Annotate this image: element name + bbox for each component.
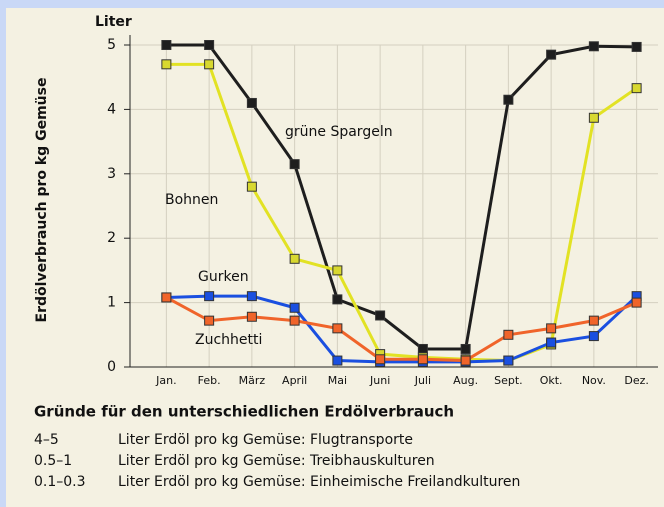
point: [375, 354, 386, 365]
point: [161, 292, 172, 303]
point: [332, 323, 343, 334]
point: [460, 343, 471, 354]
panel: [6, 8, 664, 507]
series-label: grüne Spargeln: [285, 124, 393, 140]
x-tick-label: Jan.: [155, 374, 176, 387]
x-tick-label: Juli: [414, 374, 431, 387]
x-tick-label: Aug.: [453, 374, 478, 387]
x-tick-label: Nov.: [582, 374, 606, 387]
point: [631, 297, 642, 308]
point: [289, 302, 300, 313]
point: [546, 323, 557, 334]
point: [289, 315, 300, 326]
point: [246, 97, 257, 108]
point: [289, 159, 300, 170]
y-tick-label: 3: [107, 166, 116, 182]
x-tick-label: Juni: [369, 374, 390, 387]
point: [631, 83, 642, 94]
note-text: Liter Erdöl pro kg Gemüse: Treibhauskult…: [118, 453, 435, 469]
point: [246, 291, 257, 302]
point: [631, 41, 642, 52]
series-line: [166, 43, 637, 351]
point: [588, 315, 599, 326]
x-tick-label: Feb.: [198, 374, 221, 387]
point: [417, 354, 428, 365]
series-line: [166, 62, 638, 363]
series-line: [166, 294, 638, 364]
point: [246, 311, 257, 322]
point: [375, 310, 386, 321]
point: [417, 343, 428, 354]
series-line: [165, 296, 638, 363]
point: [503, 355, 514, 366]
point: [332, 355, 343, 366]
point: [246, 181, 257, 192]
point: [588, 41, 599, 52]
x-tick-label: April: [282, 374, 307, 387]
series-label: Zuchhetti: [195, 332, 262, 348]
note-range: 4–5: [34, 432, 59, 448]
x-tick-label: Dez.: [624, 374, 649, 387]
y-unit: Liter: [95, 14, 132, 30]
point: [588, 112, 599, 123]
y-axis-label: Erdölverbrauch pro kg Gemüse: [34, 78, 50, 323]
y-tick-label: 0: [107, 359, 116, 375]
y-tick-label: 1: [107, 295, 116, 311]
point: [460, 355, 471, 366]
series-label: Bohnen: [165, 192, 218, 208]
point: [161, 59, 172, 70]
y-tick-label: 4: [107, 101, 116, 117]
series-label: Gurken: [198, 269, 249, 285]
y-tick-label: 5: [107, 37, 116, 53]
note-text: Liter Erdöl pro kg Gemüse: Flugtransport…: [118, 432, 413, 448]
point: [546, 337, 557, 348]
point: [503, 329, 514, 340]
point: [332, 265, 343, 276]
point: [204, 40, 215, 50]
point: [332, 294, 343, 305]
x-tick-label: März: [239, 374, 266, 387]
point: [546, 49, 557, 60]
x-tick-label: Okt.: [540, 374, 563, 387]
note-text: Liter Erdöl pro kg Gemüse: Einheimische …: [118, 474, 520, 490]
point: [204, 291, 215, 302]
point: [204, 315, 215, 326]
notes-title: Gründe für den unterschiedlichen Erdölve…: [34, 403, 454, 421]
x-tick-label: Sept.: [494, 374, 523, 387]
point: [588, 331, 599, 342]
point: [204, 59, 215, 70]
note-range: 0.5–1: [34, 453, 72, 469]
y-tick-label: 2: [107, 230, 116, 246]
point: [503, 94, 514, 105]
point: [161, 40, 172, 50]
x-tick-label: Mai: [328, 374, 347, 387]
point: [289, 253, 300, 264]
note-range: 0.1–0.3: [34, 474, 86, 490]
